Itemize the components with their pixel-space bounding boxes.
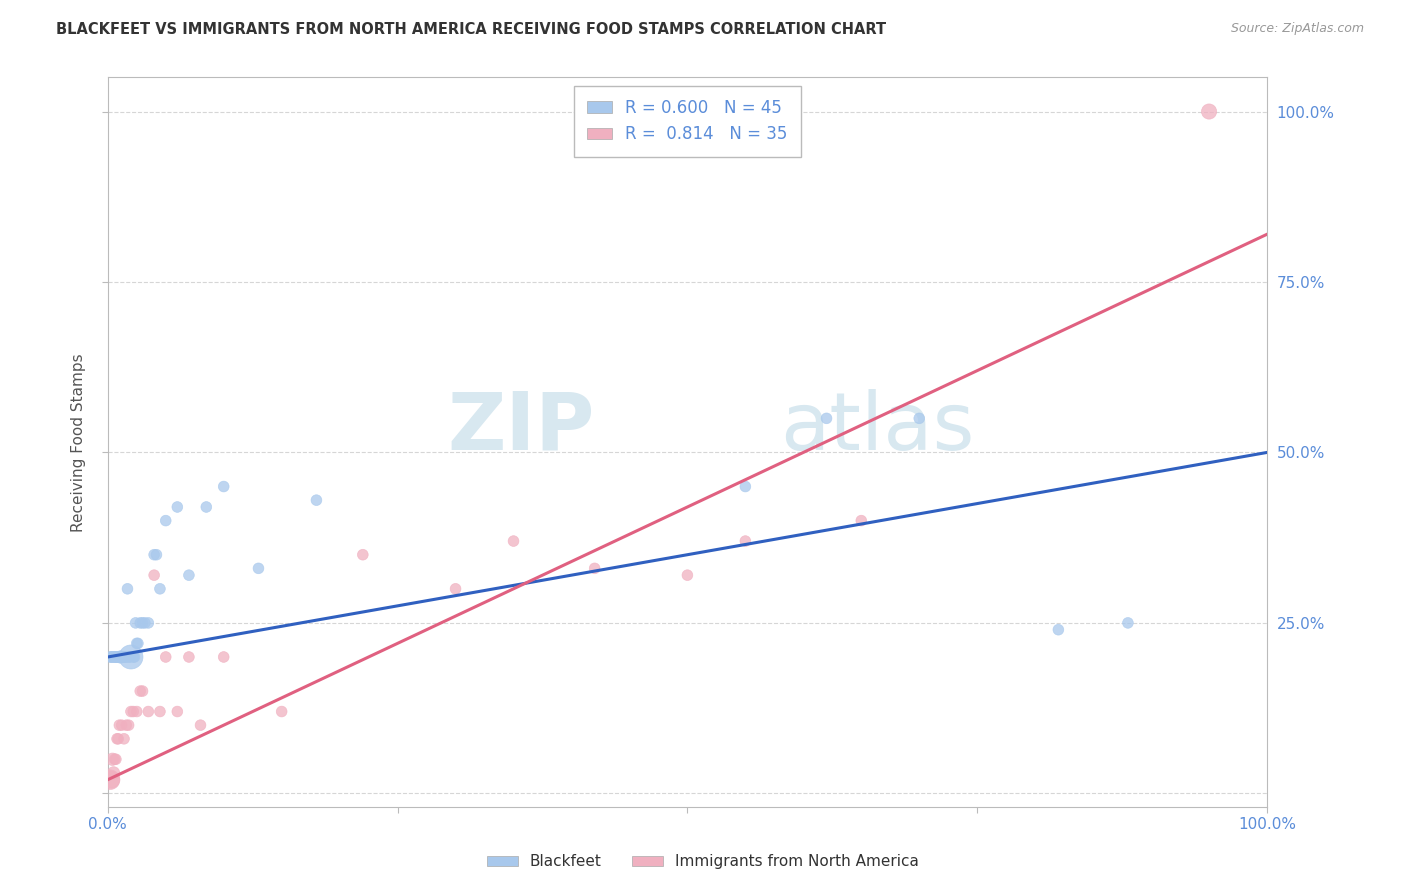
Point	[734, 534, 756, 549]
Point	[305, 493, 328, 508]
Point	[190, 718, 212, 732]
Point	[734, 479, 756, 493]
Point	[166, 705, 188, 719]
Point	[143, 548, 166, 562]
Point	[444, 582, 467, 596]
Point	[131, 615, 153, 630]
Point	[122, 650, 145, 665]
Point	[352, 548, 374, 562]
Point	[115, 650, 138, 665]
Point	[108, 650, 131, 665]
Point	[101, 650, 124, 665]
Point	[155, 514, 177, 528]
Point	[100, 772, 122, 787]
Point	[107, 731, 129, 746]
Point	[107, 650, 129, 665]
Point	[125, 705, 148, 719]
Point	[108, 650, 131, 665]
Point	[98, 650, 121, 665]
Point	[124, 650, 146, 665]
Point	[134, 615, 156, 630]
Text: Source: ZipAtlas.com: Source: ZipAtlas.com	[1230, 22, 1364, 36]
Point	[247, 561, 270, 575]
Point	[129, 684, 152, 698]
Point	[104, 752, 127, 766]
Point	[115, 718, 138, 732]
Point	[120, 705, 142, 719]
Point	[114, 650, 136, 665]
Point	[111, 718, 134, 732]
Point	[105, 650, 128, 665]
Point	[104, 650, 127, 665]
Point	[583, 561, 606, 575]
Point	[98, 772, 121, 787]
Text: atlas: atlas	[780, 389, 974, 467]
Point	[108, 718, 131, 732]
Point	[145, 548, 167, 562]
Point	[1047, 623, 1070, 637]
Point	[815, 411, 838, 425]
Point	[177, 650, 200, 665]
Point	[111, 650, 134, 665]
Point	[127, 636, 149, 650]
Point	[149, 582, 172, 596]
Point	[117, 718, 139, 732]
Point	[100, 650, 122, 665]
Point	[131, 684, 153, 698]
Point	[149, 705, 172, 719]
Legend: Blackfeet, Immigrants from North America: Blackfeet, Immigrants from North America	[481, 848, 925, 875]
Legend: R = 0.600   N = 45, R =  0.814   N = 35: R = 0.600 N = 45, R = 0.814 N = 35	[574, 86, 801, 157]
Point	[117, 582, 139, 596]
Point	[103, 765, 125, 780]
Point	[143, 568, 166, 582]
Point	[177, 568, 200, 582]
Point	[112, 650, 135, 665]
Point	[676, 568, 699, 582]
Point	[166, 500, 188, 514]
Point	[112, 731, 135, 746]
Point	[110, 650, 132, 665]
Point	[111, 650, 134, 665]
Point	[212, 479, 235, 493]
Point	[124, 615, 146, 630]
Point	[118, 650, 141, 665]
Point	[851, 514, 873, 528]
Text: BLACKFEET VS IMMIGRANTS FROM NORTH AMERICA RECEIVING FOOD STAMPS CORRELATION CHA: BLACKFEET VS IMMIGRANTS FROM NORTH AMERI…	[56, 22, 886, 37]
Point	[101, 752, 124, 766]
Point	[1198, 104, 1220, 119]
Point	[129, 615, 152, 630]
Y-axis label: Receiving Food Stamps: Receiving Food Stamps	[72, 353, 86, 532]
Point	[270, 705, 292, 719]
Point	[138, 705, 160, 719]
Point	[212, 650, 235, 665]
Point	[155, 650, 177, 665]
Point	[105, 650, 128, 665]
Point	[120, 650, 142, 665]
Point	[125, 636, 148, 650]
Point	[117, 650, 139, 665]
Point	[908, 411, 931, 425]
Point	[105, 731, 128, 746]
Point	[122, 705, 145, 719]
Point	[1116, 615, 1139, 630]
Point	[103, 650, 125, 665]
Text: ZIP: ZIP	[447, 389, 595, 467]
Point	[104, 752, 127, 766]
Point	[104, 650, 127, 665]
Point	[502, 534, 524, 549]
Point	[138, 615, 160, 630]
Point	[195, 500, 218, 514]
